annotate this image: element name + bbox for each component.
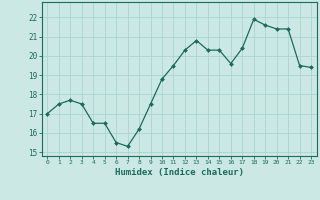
X-axis label: Humidex (Indice chaleur): Humidex (Indice chaleur)	[115, 168, 244, 177]
